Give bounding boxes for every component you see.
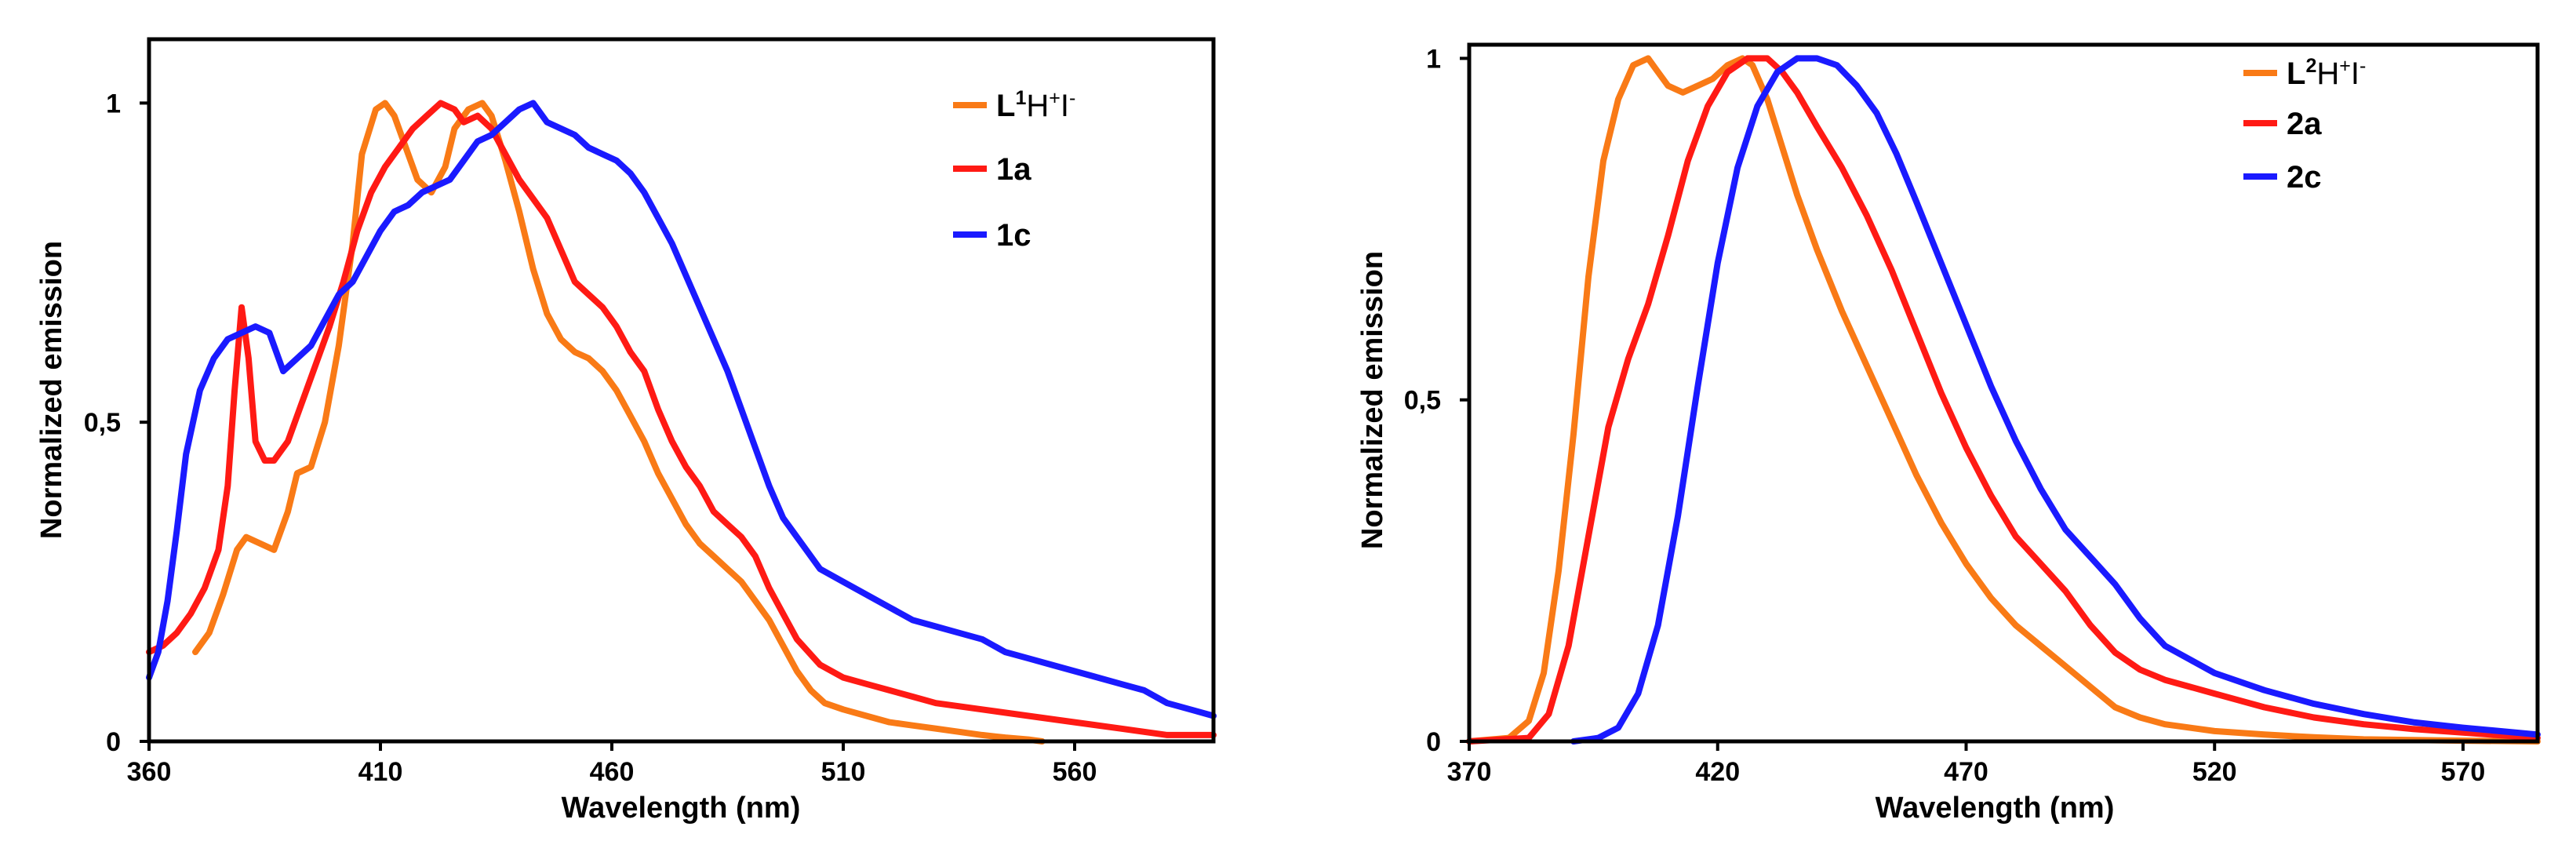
chart-left-x-axis-label: Wavelength (nm) [562,792,801,825]
chart-left-x-tick-label-0: 360 [127,757,172,787]
chart-right-plot-frame [1467,42,2540,744]
chart-right-x-tick-label-1: 420 [1695,757,1740,787]
chart-left-legend-label-0-sup2: + [1049,87,1061,109]
chart-left-legend: L1H+I- 1a 1c [953,87,1075,253]
chart-left-series-line-2 [146,100,1217,719]
chart-right-x-axis-label: Wavelength (nm) [1876,792,2115,825]
chart-right-series-line-2 [1570,55,2541,745]
chart-right-legend-label-0-sup1: 2 [2305,55,2316,77]
chart-right-legend-label-0-base: L [2287,56,2305,91]
chart-right-legend-label-0-end: I [2351,56,2360,91]
chart-left: 360 410 460 510 560 00,51 Wavelength (nm) No… [35,37,1217,825]
chart-left-legend-label-0-mid: H [1026,89,1049,123]
chart-left-x-tick-label-1: 410 [358,757,403,787]
chart-right-y-tick-label-1: 0,5 [1404,386,1441,416]
chart-right-x-tick-label-0: 370 [1447,757,1492,787]
chart-right-legend-label-0: L2H+I- [2287,55,2366,91]
chart-left-y-tick-label-0: 0 [106,727,121,757]
chart-left-plot-frame [147,37,1216,744]
chart-left-x-tick-label-2: 460 [590,757,635,787]
chart-left-legend-label-0-end: I [1061,89,1069,123]
chart-right-legend-label-1: 2a [2287,107,2322,141]
chart-right-x-tick-label-4: 570 [2441,757,2486,787]
chart-left-y-axis-label: Normalized emission [35,241,68,539]
chart-left-legend-label-0: L1H+I- [996,87,1075,123]
chart-right: 370 420 470 520 570 00,51 Wavelength (nm) No… [1356,42,2541,825]
chart-right-series-line-0 [1466,55,2541,745]
chart-right-legend-label-2: 2c [2287,160,2322,195]
chart-left-x-tick-label-4: 560 [1053,757,1097,787]
chart-left-legend-label-2: 1c [996,218,1031,253]
chart-left-legend-label-0-sup3: - [1069,87,1075,109]
chart-right-series-layer [1466,55,2541,745]
chart-right-y-tick-label-2: 1 [1426,44,1441,74]
chart-left-series-line-1 [146,100,1217,738]
chart-right-legend-label-0-sup2: + [2339,55,2351,77]
chart-left-y-tick-label-2: 1 [106,89,121,118]
chart-left-legend-label-0-base: L [996,89,1015,123]
chart-right-series-line-1 [1466,55,2541,745]
chart-left-series-line-0 [192,100,1046,745]
chart-right-legend: L2H+I- 2a 2c [2243,55,2366,195]
chart-left-series-layer [146,100,1217,745]
chart-left-legend-label-1: 1a [996,152,1031,187]
chart-left-x-tick-label-3: 510 [821,757,866,787]
chart-right-y-ticks: 00,51 [1404,44,1469,757]
chart-right-y-axis-label: Normalized emission [1356,251,1389,549]
chart-right-x-ticks: 370 420 470 520 570 [1447,741,2486,787]
chart-right-legend-label-0-mid: H [2316,56,2339,91]
chart-right-legend-label-0-sup3: - [2360,55,2366,77]
chart-left-legend-label-0-sup1: 1 [1015,87,1026,109]
chart-left-x-ticks: 360 410 460 510 560 [127,741,1097,787]
chart-right-x-tick-label-3: 520 [2192,757,2237,787]
chart-right-x-tick-label-2: 470 [1944,757,1988,787]
chart-left-y-ticks: 00,51 [84,89,149,757]
chart-right-y-tick-label-0: 0 [1426,727,1441,757]
chart-left-y-tick-label-1: 0,5 [84,408,121,438]
